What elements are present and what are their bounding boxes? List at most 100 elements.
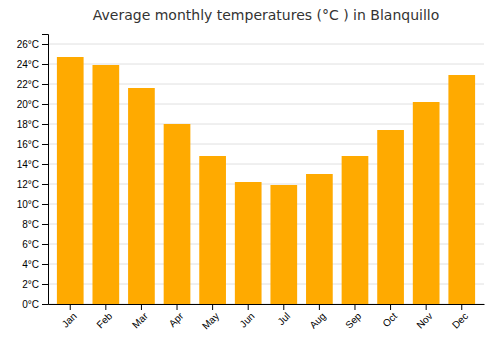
- grid-line: [48, 64, 484, 65]
- y-tick: 26°C: [17, 39, 48, 50]
- x-tick-label: Aug: [308, 310, 328, 330]
- title: Average monthly temperatures (°C ) in Bl…: [93, 7, 440, 23]
- bars: [57, 57, 475, 304]
- y-tick: 0°C: [22, 299, 48, 310]
- bar: [128, 88, 155, 304]
- y-tick-mark: [42, 64, 48, 65]
- y-tick-label: 0°C: [22, 299, 39, 310]
- x-tick-mark: [390, 304, 391, 310]
- y-tick-mark: [42, 204, 48, 205]
- x-tick-mark: [177, 304, 178, 310]
- y-tick-mark: [42, 224, 48, 225]
- plot-area: 0°C 2°C 4°C 6°C 8°C 10°C 12°C 14°C 16°C 18°C 20°C 2…: [17, 35, 485, 332]
- y-tick-label: 22°C: [17, 79, 39, 90]
- x-tick-mark: [248, 304, 249, 310]
- x-tick-mark: [283, 304, 284, 310]
- bar: [342, 156, 369, 304]
- y-tick-label: 26°C: [17, 39, 39, 50]
- x-tick-label: Jun: [238, 310, 257, 329]
- bar: [235, 182, 262, 304]
- y-tick: 20°C: [17, 99, 48, 110]
- x-tick-label: Apr: [167, 310, 186, 329]
- x-tick-label: May: [200, 310, 221, 331]
- y-tick: 14°C: [17, 159, 48, 170]
- y-axis: 0°C 2°C 4°C 6°C 8°C 10°C 12°C 14°C 16°C 18°C 20°C 2…: [17, 35, 49, 310]
- x-tick: Nov: [414, 304, 434, 331]
- y-tick: 4°C: [22, 259, 48, 270]
- x-tick-mark: [354, 304, 355, 310]
- bar: [270, 185, 297, 304]
- y-tick-label: 14°C: [17, 159, 39, 170]
- chart: 0°C 2°C 4°C 6°C 8°C 10°C 12°C 14°C 16°C 18°C 20°C 2…: [0, 0, 500, 350]
- x-tick: Jun: [238, 304, 257, 330]
- x-tick-label: Feb: [94, 310, 114, 330]
- y-tick: 2°C: [22, 279, 48, 290]
- y-tick-mark: [42, 44, 48, 45]
- y-tick: 18°C: [17, 119, 48, 130]
- y-tick-label: 10°C: [17, 199, 39, 210]
- x-tick-label: Jul: [275, 310, 292, 327]
- x-tick-label: Dec: [450, 310, 470, 330]
- x-tick: Apr: [167, 304, 186, 329]
- y-tick-label: 12°C: [17, 179, 39, 190]
- x-tick-mark: [70, 304, 71, 310]
- y-tick-mark: [42, 144, 48, 145]
- x-tick-mark: [212, 304, 213, 310]
- bar: [306, 174, 333, 304]
- y-tick: 24°C: [17, 59, 48, 70]
- y-tick-label: 16°C: [17, 139, 39, 150]
- bar: [448, 75, 475, 304]
- x-tick-label: Oct: [380, 310, 399, 329]
- y-tick-mark: [42, 264, 48, 265]
- x-tick-label: Nov: [414, 310, 434, 330]
- grid-line: [48, 44, 484, 45]
- y-tick-mark: [42, 244, 48, 245]
- bar: [199, 156, 226, 304]
- y-tick-mark: [42, 164, 48, 165]
- x-tick-label: Jan: [60, 310, 79, 329]
- x-tick: May: [200, 304, 221, 332]
- y-tick: 10°C: [17, 199, 48, 210]
- bar: [377, 130, 404, 304]
- x-tick: Jul: [275, 304, 292, 327]
- y-tick-label: 2°C: [22, 279, 39, 290]
- x-axis-line: [49, 304, 485, 305]
- y-tick: 22°C: [17, 79, 48, 90]
- bar: [92, 65, 119, 304]
- y-tick-mark: [42, 284, 48, 285]
- x-tick-mark: [141, 304, 142, 310]
- x-tick: Sep: [343, 304, 364, 331]
- y-tick-label: 6°C: [22, 239, 39, 250]
- y-tick-label: 20°C: [17, 99, 39, 110]
- x-tick: Mar: [130, 304, 150, 330]
- grid: [48, 44, 484, 304]
- x-tick-mark: [461, 304, 462, 310]
- y-tick-label: 18°C: [17, 119, 39, 130]
- x-tick-mark: [105, 304, 106, 310]
- x-tick: Aug: [308, 304, 328, 331]
- y-tick: 8°C: [22, 219, 48, 230]
- x-tick-label: Mar: [130, 310, 150, 330]
- bar: [57, 57, 84, 304]
- y-tick: 6°C: [22, 239, 48, 250]
- y-tick-label: 4°C: [22, 259, 39, 270]
- x-tick-label: Sep: [343, 310, 364, 331]
- y-tick: 16°C: [17, 139, 48, 150]
- x-axis: Jan Feb Mar Apr May Jun Jul Aug Sep Oct Nov Dec: [49, 304, 485, 332]
- bar: [413, 102, 440, 304]
- y-tick-mark: [42, 124, 48, 125]
- y-axis-line: [42, 35, 49, 305]
- y-tick: 12°C: [17, 179, 48, 190]
- x-tick: Jan: [60, 304, 79, 330]
- x-tick: Oct: [380, 304, 399, 329]
- y-tick-mark: [42, 84, 48, 85]
- y-tick-label: 8°C: [22, 219, 39, 230]
- x-tick: Dec: [450, 304, 470, 331]
- bar: [164, 124, 191, 304]
- y-tick-mark: [42, 184, 48, 185]
- x-tick-mark: [319, 304, 320, 310]
- x-tick-mark: [426, 304, 427, 310]
- y-tick-mark: [42, 304, 48, 305]
- y-tick-label: 24°C: [17, 59, 39, 70]
- y-tick-mark: [42, 104, 48, 105]
